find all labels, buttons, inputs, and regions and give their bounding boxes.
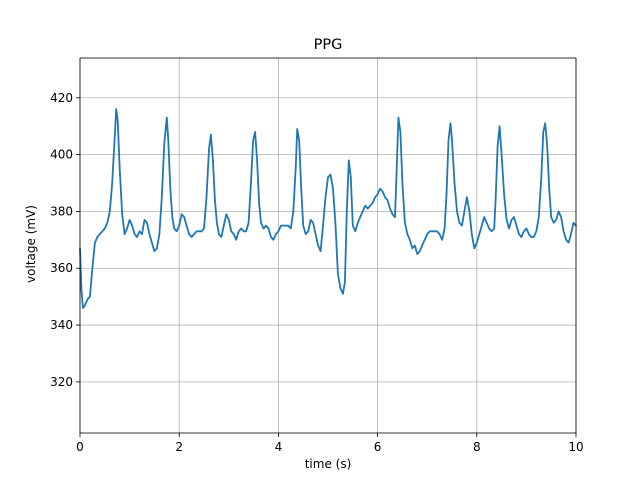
x-tick-label: 6 <box>374 440 382 454</box>
y-axis-label: voltage (mV) <box>24 205 38 283</box>
x-tick-label: 4 <box>275 440 283 454</box>
y-tick-label: 340 <box>50 318 73 332</box>
x-tick-label: 8 <box>473 440 481 454</box>
axis-ticks: 0 2 4 6 8 10 320 340 360 380 400 420 <box>50 91 584 454</box>
ppg-series-line <box>79 108 577 309</box>
x-tick-label: 0 <box>76 440 84 454</box>
y-tick-label: 380 <box>50 204 73 218</box>
x-tick-label: 10 <box>568 440 583 454</box>
y-tick-label: 360 <box>50 261 73 275</box>
y-tick-label: 420 <box>50 91 73 105</box>
x-axis-label: time (s) <box>305 457 352 471</box>
plot-frame <box>79 57 577 434</box>
x-tick-label: 2 <box>175 440 183 454</box>
chart-title: PPG <box>314 37 343 53</box>
series-group <box>79 108 577 309</box>
y-tick-label: 320 <box>50 375 73 389</box>
grid-lines <box>79 58 577 433</box>
y-tick-label: 400 <box>50 148 73 162</box>
